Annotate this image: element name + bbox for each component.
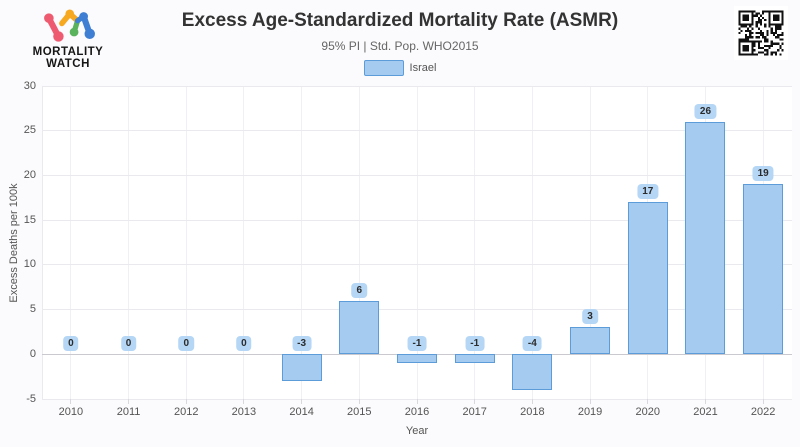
x-tick-mark (589, 399, 591, 404)
vertical-gridline (474, 86, 476, 399)
value-label-2014: -3 (292, 336, 312, 352)
vertical-gridline (70, 86, 72, 399)
logo-text-line1: MORTALITY (32, 46, 104, 58)
horizontal-gridline (42, 85, 792, 87)
y-tick-label: -5 (26, 392, 36, 405)
legend-swatch-israel (363, 60, 404, 76)
vertical-gridline (301, 86, 303, 399)
y-axis-title: Excess Deaths per 100k (8, 182, 20, 303)
bar-2021[interactable] (685, 121, 726, 355)
vertical-gridline (416, 86, 418, 399)
horizontal-gridline (42, 309, 792, 311)
x-tick-label: 2014 (289, 406, 314, 418)
value-label-2016: -1 (407, 336, 427, 352)
x-tick-label: 2022 (750, 406, 776, 418)
value-label-2010: 0 (63, 336, 79, 352)
bar-2015[interactable] (339, 300, 380, 355)
y-tick-label: 0 (29, 347, 36, 360)
horizontal-gridline (42, 264, 792, 266)
vertical-gridline (589, 86, 591, 399)
horizontal-gridline (42, 219, 792, 221)
page-title: Excess Age-Standardized Mortality Rate (… (181, 10, 619, 31)
x-tick-label: 2010 (58, 406, 84, 418)
bar-2022[interactable] (743, 184, 784, 355)
plot-left-edge (42, 86, 43, 399)
x-tick-label: 2017 (462, 406, 487, 418)
x-tick-label: 2011 (116, 406, 141, 418)
qr-code-icon (734, 6, 788, 60)
plot-area (42, 85, 792, 400)
x-tick-label: 2013 (231, 406, 257, 418)
vertical-gridline (128, 86, 130, 399)
y-tick-label: 20 (23, 168, 36, 181)
x-axis-title: Year (405, 425, 429, 437)
bar-2020[interactable] (627, 202, 668, 355)
x-tick-label: 2018 (520, 406, 545, 418)
x-tick-mark (647, 399, 649, 404)
x-tick-mark (128, 399, 130, 404)
value-label-2019: 3 (582, 309, 598, 325)
horizontal-gridline (42, 174, 792, 176)
x-tick-mark (358, 399, 360, 404)
bar-2018[interactable] (512, 354, 553, 391)
legend-label: Israel (409, 62, 437, 74)
legend[interactable]: Israel (0, 60, 800, 76)
y-tick-label: 15 (23, 213, 36, 226)
value-label-2012: 0 (178, 336, 194, 352)
x-tick-mark (416, 399, 418, 404)
value-label-2020: 17 (637, 184, 659, 200)
x-tick-label: 2015 (347, 406, 372, 418)
bar-2017[interactable] (454, 354, 495, 364)
x-tick-mark (70, 399, 72, 404)
value-label-2018: -4 (522, 336, 542, 352)
y-tick-label: 25 (23, 124, 36, 137)
y-tick-label: 5 (29, 303, 36, 316)
logo-network-icon (14, 6, 122, 46)
value-label-2015: 6 (351, 282, 368, 298)
x-tick-label: 2019 (577, 406, 603, 418)
x-tick-mark (531, 399, 533, 404)
chart-subtitle: 95% PI | Std. Pop. WHO2015 (321, 39, 479, 53)
value-label-2021: 26 (694, 103, 717, 119)
vertical-gridline (185, 86, 187, 399)
x-tick-label: 2016 (404, 406, 430, 418)
y-tick-label: 30 (23, 79, 36, 92)
value-label-2022: 19 (752, 166, 774, 182)
x-tick-label: 2012 (173, 406, 199, 418)
x-tick-mark (243, 399, 245, 404)
x-tick-label: 2020 (635, 406, 661, 418)
vertical-gridline (531, 86, 533, 399)
x-tick-mark (301, 399, 303, 404)
logo-text-line2: WATCH (46, 58, 90, 70)
mortality-watch-logo: MORTALITY WATCH (14, 6, 122, 70)
x-tick-mark (762, 399, 764, 404)
x-tick-mark (704, 399, 706, 404)
value-label-2017: -1 (465, 336, 485, 352)
bar-2019[interactable] (570, 327, 611, 355)
x-tick-mark (474, 399, 476, 404)
x-tick-label: 2021 (693, 406, 718, 418)
y-tick-label: 10 (23, 258, 36, 271)
vertical-gridline (243, 86, 245, 399)
x-tick-mark (185, 399, 187, 404)
bar-2016[interactable] (397, 354, 437, 364)
bar-2014[interactable] (281, 354, 322, 382)
value-label-2013: 0 (236, 336, 252, 352)
horizontal-gridline (42, 130, 792, 132)
value-label-2011: 0 (120, 336, 137, 352)
vertical-gridline (358, 86, 360, 399)
